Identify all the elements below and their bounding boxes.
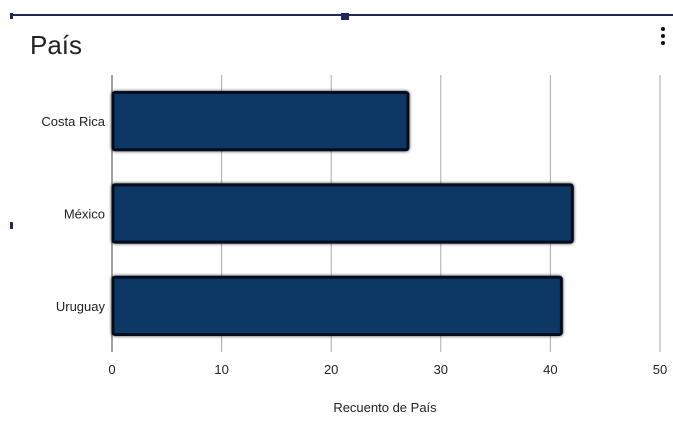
category-label: Uruguay bbox=[56, 299, 106, 314]
bars bbox=[111, 91, 574, 336]
x-tick-label: 40 bbox=[543, 362, 557, 377]
kebab-dot bbox=[661, 34, 665, 38]
x-tick-label: 20 bbox=[324, 362, 338, 377]
more-vert-icon[interactable] bbox=[657, 26, 669, 48]
x-tick-label: 0 bbox=[108, 362, 115, 377]
x-tick-labels: 0 10 20 30 40 50 bbox=[108, 362, 667, 377]
chart-title: País bbox=[30, 30, 83, 60]
category-label: México bbox=[64, 207, 105, 222]
bar-uruguay[interactable] bbox=[111, 275, 563, 336]
resize-handle-top-middle[interactable] bbox=[341, 13, 349, 20]
category-labels: Costa Rica México Uruguay bbox=[41, 114, 105, 314]
category-label: Costa Rica bbox=[41, 114, 105, 129]
x-axis-title: Recuento de País bbox=[333, 400, 437, 415]
bar-mexico[interactable] bbox=[111, 183, 574, 244]
kebab-dot bbox=[661, 41, 665, 45]
bar-costa-rica[interactable] bbox=[111, 91, 410, 152]
x-tick-label: 50 bbox=[653, 362, 667, 377]
resize-handle-top-left[interactable] bbox=[10, 13, 13, 19]
kebab-dot bbox=[661, 27, 665, 31]
resize-handle-middle-left[interactable] bbox=[10, 222, 13, 229]
x-tick-label: 10 bbox=[214, 362, 228, 377]
x-tick-label: 30 bbox=[434, 362, 448, 377]
